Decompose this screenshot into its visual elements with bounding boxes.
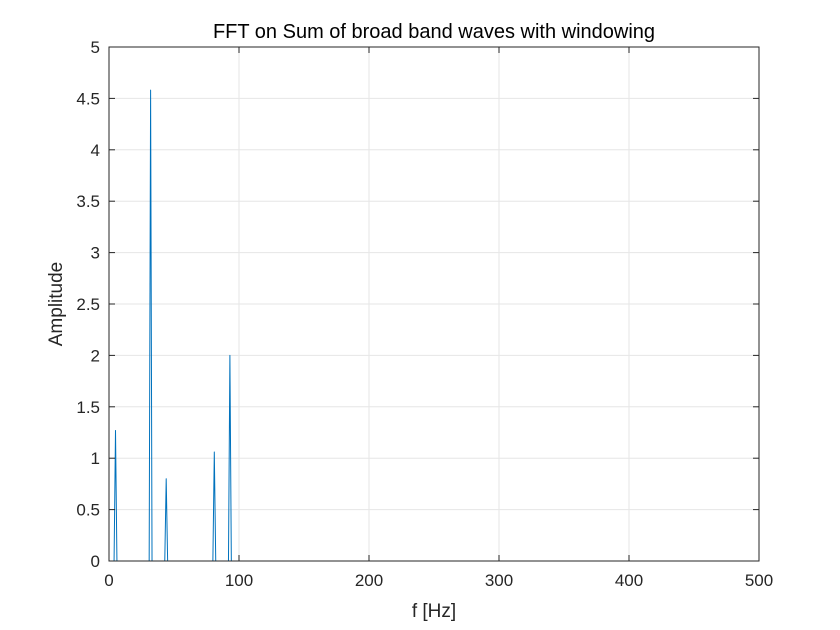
- y-tick-label: 2.5: [76, 295, 100, 314]
- x-tick-label: 500: [745, 571, 773, 590]
- grid: [109, 47, 759, 561]
- x-tick-label: 100: [225, 571, 253, 590]
- y-axis: 0 0.5 1 1.5 2 2.5 3 3.5 4 4.5 5: [76, 38, 759, 571]
- y-tick-label: 3.5: [76, 192, 100, 211]
- x-tick-label: 400: [615, 571, 643, 590]
- plot-area: [109, 89, 759, 562]
- spectrum-line: [109, 89, 759, 562]
- chart-title: FFT on Sum of broad band waves with wind…: [213, 21, 655, 43]
- y-tick-label: 4: [91, 141, 100, 160]
- y-tick-label: 2: [91, 346, 100, 365]
- x-tick-label: 200: [355, 571, 383, 590]
- y-tick-label: 5: [91, 38, 100, 57]
- y-tick-label: 1.5: [76, 398, 100, 417]
- y-axis-label: Amplitude: [46, 262, 67, 347]
- y-tick-label: 0: [91, 552, 100, 571]
- y-tick-label: 0.5: [76, 501, 100, 520]
- y-tick-label: 4.5: [76, 89, 100, 108]
- x-axis: 0 100 200 300 400 500: [104, 47, 773, 590]
- x-axis-label: f [Hz]: [412, 601, 456, 622]
- y-tick-label: 1: [91, 449, 100, 468]
- y-tick-label: 3: [91, 244, 100, 263]
- x-tick-label: 300: [485, 571, 513, 590]
- x-tick-label: 0: [104, 571, 113, 590]
